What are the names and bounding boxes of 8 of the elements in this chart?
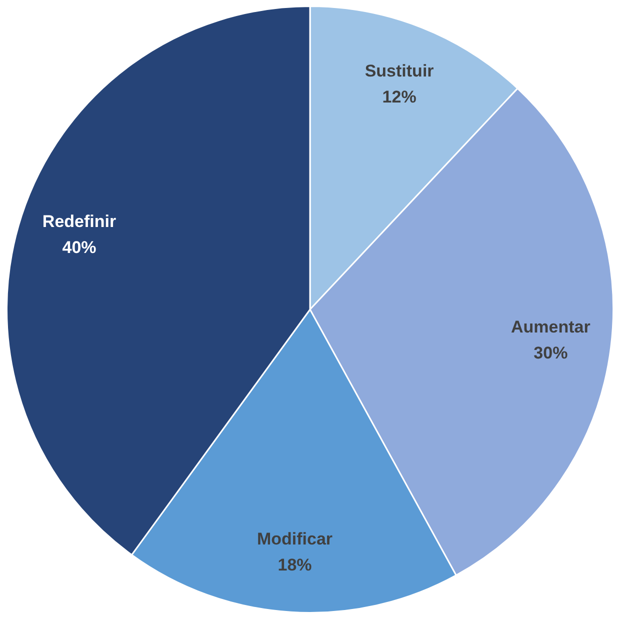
data-label: 30% xyxy=(534,344,568,363)
data-label: 12% xyxy=(382,88,416,107)
data-label: 40% xyxy=(62,238,96,258)
slice-label: Sustituir xyxy=(364,62,434,81)
slice-label: Redefinir xyxy=(42,212,116,232)
slice-label: Modificar xyxy=(256,529,333,548)
slice-label: Aumentar xyxy=(511,318,591,337)
data-label: 18% xyxy=(278,555,312,574)
